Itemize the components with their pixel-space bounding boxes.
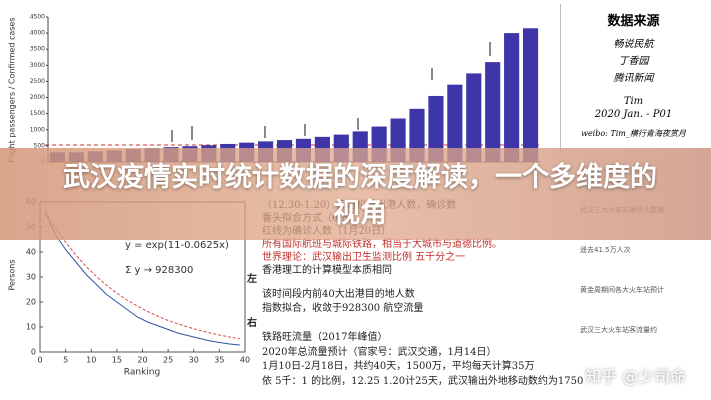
bar — [447, 84, 463, 162]
phone-line: 武汉三大火车站客流量约 — [580, 326, 657, 334]
sum-note: Σ y → 928300 — [125, 265, 193, 276]
source-item: 丁香园 — [618, 56, 649, 67]
note: 依 5千：1 的比例，12.25 1.20计25天，武汉输出外地移动数约为175… — [262, 375, 584, 387]
bar — [485, 62, 501, 162]
formula: y = exp(11-0.0625x) — [125, 240, 229, 251]
x-tick-label: 35 — [214, 356, 224, 365]
source-title: 数据来源 — [607, 14, 660, 29]
author: Tim — [623, 96, 644, 107]
x-tick-label: 0 — [37, 356, 42, 365]
bar — [428, 95, 444, 162]
note: 左 — [247, 274, 257, 285]
note: 世界理论：武汉输出卫生监测比例 五千分之一 — [262, 252, 466, 263]
banner — [0, 148, 711, 240]
y-tick-label: 4500 — [30, 14, 45, 21]
y-tick-label: 3000 — [30, 62, 45, 69]
note: 所有国际航班与城际铁路，相当于大城市与道德比例。 — [262, 239, 502, 250]
x-tick-label: 20 — [137, 356, 147, 365]
date: 2020 Jan. - P01 — [594, 109, 673, 120]
y-tick-label: 40 — [26, 248, 36, 257]
y-tick-label: 0 — [31, 348, 36, 357]
note: 香港理工的计算模型本质相同 — [262, 265, 392, 276]
note: 2020年总流量预计（官家号：武汉交通，1月14日） — [262, 346, 497, 358]
bar — [522, 28, 539, 163]
x-tick-label: 25 — [163, 356, 173, 365]
bar — [466, 73, 482, 162]
x-tick-label: 5 — [63, 356, 68, 365]
arrows — [171, 42, 491, 142]
line — [44, 210, 240, 340]
y-tick-label: 10 — [26, 323, 36, 332]
banner-title: 武汉疫情实时统计数据的深度解读，一个多维度的视角 — [63, 162, 657, 229]
note: 指数拟合，收敛于928300 航空流量 — [262, 303, 424, 314]
source-item: 畅说民航 — [613, 39, 654, 50]
y-tick-label: 2000 — [30, 94, 45, 101]
phone-line: 黄金周期间各大火车站预计 — [580, 286, 664, 294]
line — [44, 211, 240, 346]
y-axis-label: Flight passengers / Confirmed cases — [8, 17, 17, 162]
x-axis-label: Ranking — [124, 368, 160, 378]
y-tick-label: 1000 — [30, 126, 45, 133]
source-item: 腾讯新闻 — [613, 73, 654, 84]
y-tick-label: 4000 — [30, 30, 45, 37]
y-tick-label: 3500 — [30, 46, 45, 53]
note: 右 — [247, 317, 257, 329]
x-tick-label: 40 — [240, 356, 250, 365]
y-tick-label: 20 — [26, 298, 36, 307]
y-tick-label: 30 — [26, 273, 36, 282]
watermark: 知乎 @少司命 — [585, 367, 687, 386]
y-tick-label: 2500 — [30, 78, 45, 85]
source-panel: 数据来源 畅说民航 丁香园 腾讯新闻 Tim 2020 Jan. - P01 w… — [560, 4, 706, 154]
x-tick-label: 30 — [189, 356, 199, 365]
phone-line: 遥去41.5万人次 — [580, 246, 631, 254]
bar — [504, 33, 520, 162]
note: 铁路旺流量（2017年峰值） — [262, 332, 388, 343]
y-tick-label: 1500 — [30, 110, 45, 117]
x-tick-label: 10 — [86, 356, 96, 365]
y-tick-label: 500 — [34, 142, 46, 149]
y-axis-label: Persons — [8, 259, 17, 290]
weibo: weibo: Tim_横行青海夜赏月 — [581, 129, 686, 138]
note: 1月10日-2月18日，共约40天，1500万，平均每天计算35万 — [262, 361, 535, 372]
x-tick-label: 15 — [112, 356, 122, 365]
note: 该时间段内前40大出港目的地人数 — [262, 288, 415, 300]
